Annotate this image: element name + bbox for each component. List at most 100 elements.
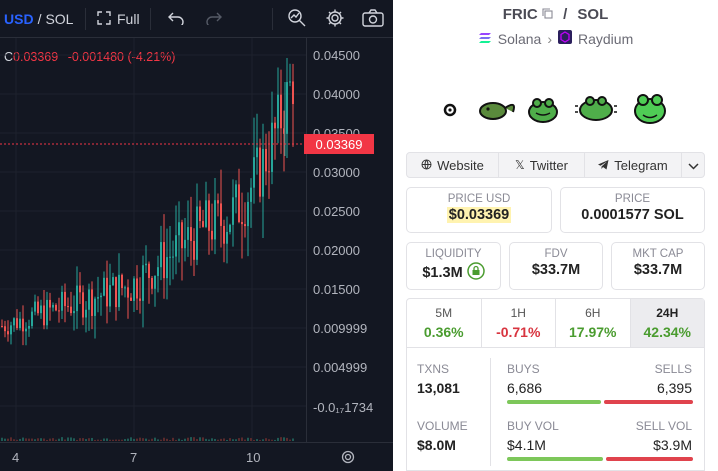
- candle-body: [292, 81, 294, 105]
- price-native-label: PRICE: [614, 193, 651, 205]
- candle-body: [280, 94, 282, 129]
- volume-bar: [103, 438, 105, 441]
- buys-bar: [507, 400, 601, 404]
- volume-bar: [277, 437, 279, 441]
- volume-bar: [220, 438, 222, 441]
- volume-bar: [61, 437, 63, 441]
- candle-body: [256, 147, 258, 158]
- volume-bar: [157, 439, 159, 441]
- ohlc-close-value: 0.03369: [13, 50, 59, 64]
- tab-6h[interactable]: 6H 17.97%: [556, 299, 631, 347]
- toolbar-divider: [85, 8, 86, 30]
- lock-icon[interactable]: [466, 262, 485, 284]
- sells-value: 6,395: [656, 380, 692, 396]
- candle-body: [268, 171, 270, 173]
- candle-body: [19, 318, 21, 329]
- buy-volume-bar: [507, 457, 603, 461]
- candle-body: [250, 187, 252, 202]
- axis-settings-button[interactable]: [340, 449, 356, 470]
- time-axis[interactable]: 4 7 10: [0, 442, 393, 471]
- copy-icon[interactable]: [542, 6, 557, 23]
- volume-bar: [40, 438, 42, 441]
- tab-24h[interactable]: 24H 42.34%: [630, 299, 704, 347]
- volume-bar: [286, 437, 288, 441]
- pair-symbol[interactable]: USD / SOL: [4, 0, 73, 38]
- chart-toolbar: USD / SOL Full: [0, 0, 393, 38]
- volume-bar: [22, 437, 24, 441]
- candle-body: [226, 231, 228, 244]
- x-logo-icon: 𝕏: [515, 158, 525, 172]
- twitter-button[interactable]: 𝕏 Twitter: [499, 153, 585, 177]
- price-tick: 0.02000: [313, 243, 360, 258]
- candle-body: [220, 203, 222, 226]
- fullscreen-button[interactable]: Full: [97, 0, 140, 38]
- volume-bar: [121, 439, 123, 441]
- gear-icon: [341, 450, 355, 464]
- undo-button[interactable]: [168, 0, 184, 38]
- price-axis[interactable]: 0.045000.040000.035000.030000.025000.020…: [306, 38, 393, 442]
- volume-bar: [247, 437, 249, 441]
- volume-bar: [241, 437, 243, 441]
- ohlc-change: -0.001480: [67, 50, 125, 64]
- candle-body: [127, 287, 129, 298]
- candle-body: [229, 224, 231, 232]
- redo-button[interactable]: [206, 0, 222, 38]
- volume-bar: [160, 439, 162, 441]
- pair-title: FRIC / SOL: [393, 6, 718, 23]
- candle-body: [88, 289, 90, 310]
- candle-body: [76, 285, 78, 312]
- volume-bar: [4, 438, 6, 441]
- candle-body: [232, 197, 234, 225]
- candle-body: [148, 263, 150, 278]
- volume-bar: [232, 439, 234, 441]
- more-links-button[interactable]: [682, 153, 704, 177]
- volume-bar: [226, 439, 228, 441]
- candle-body: [205, 200, 207, 227]
- candle-body: [157, 267, 159, 276]
- candle-body: [79, 285, 81, 293]
- redo-icon: [206, 11, 222, 28]
- candle-body: [259, 147, 261, 197]
- candle-body: [193, 240, 195, 260]
- price-native-value: 0.0001577 SOL: [581, 207, 684, 223]
- time-tick: 4: [12, 450, 20, 465]
- telegram-button[interactable]: Telegram: [585, 153, 682, 177]
- price-usd-value: $0.03369: [446, 207, 512, 223]
- timeframe-label: 6H: [585, 306, 601, 320]
- website-button[interactable]: Website: [407, 153, 499, 177]
- pair-separator: /: [37, 11, 42, 27]
- candle-body: [151, 277, 153, 289]
- current-price-label: 0.03369: [304, 134, 374, 154]
- candle-body: [94, 298, 96, 316]
- price-tick: 0.03000: [313, 165, 360, 180]
- dex-link[interactable]: Raydium: [578, 30, 634, 47]
- candle-body: [247, 201, 249, 227]
- candle-body: [121, 274, 123, 289]
- volume-bar: [115, 439, 117, 441]
- telegram-icon: [598, 158, 609, 173]
- chart-panel[interactable]: USD / SOL Full: [0, 0, 393, 471]
- volume-bar: [70, 437, 72, 441]
- liquidity-label: LIQUIDITY: [425, 248, 482, 260]
- candle-body: [163, 242, 165, 279]
- volume-bar: [181, 439, 183, 441]
- candle-body: [190, 227, 192, 241]
- volume-bar: [250, 438, 252, 441]
- tab-1h[interactable]: 1H -0.71%: [482, 299, 556, 347]
- volume-bar: [124, 439, 126, 441]
- candle-body: [130, 297, 132, 301]
- volume-bar: [187, 437, 189, 441]
- market-cap-label: MKT CAP: [632, 248, 684, 260]
- candlestick-plot[interactable]: [0, 38, 306, 442]
- pair-base-symbol: FRIC: [502, 6, 538, 23]
- chain-link[interactable]: Solana: [497, 30, 542, 47]
- settings-button[interactable]: [325, 0, 345, 38]
- camera-icon: [362, 8, 384, 30]
- volume-bar: [55, 439, 57, 441]
- indicator-search-button[interactable]: [287, 0, 307, 38]
- screenshot-button[interactable]: [362, 0, 384, 38]
- volume-bar: [100, 439, 102, 441]
- tab-5m[interactable]: 5M 0.36%: [407, 299, 482, 347]
- pair-quote-symbol: SOL: [577, 6, 609, 23]
- fullscreen-icon: [97, 10, 111, 28]
